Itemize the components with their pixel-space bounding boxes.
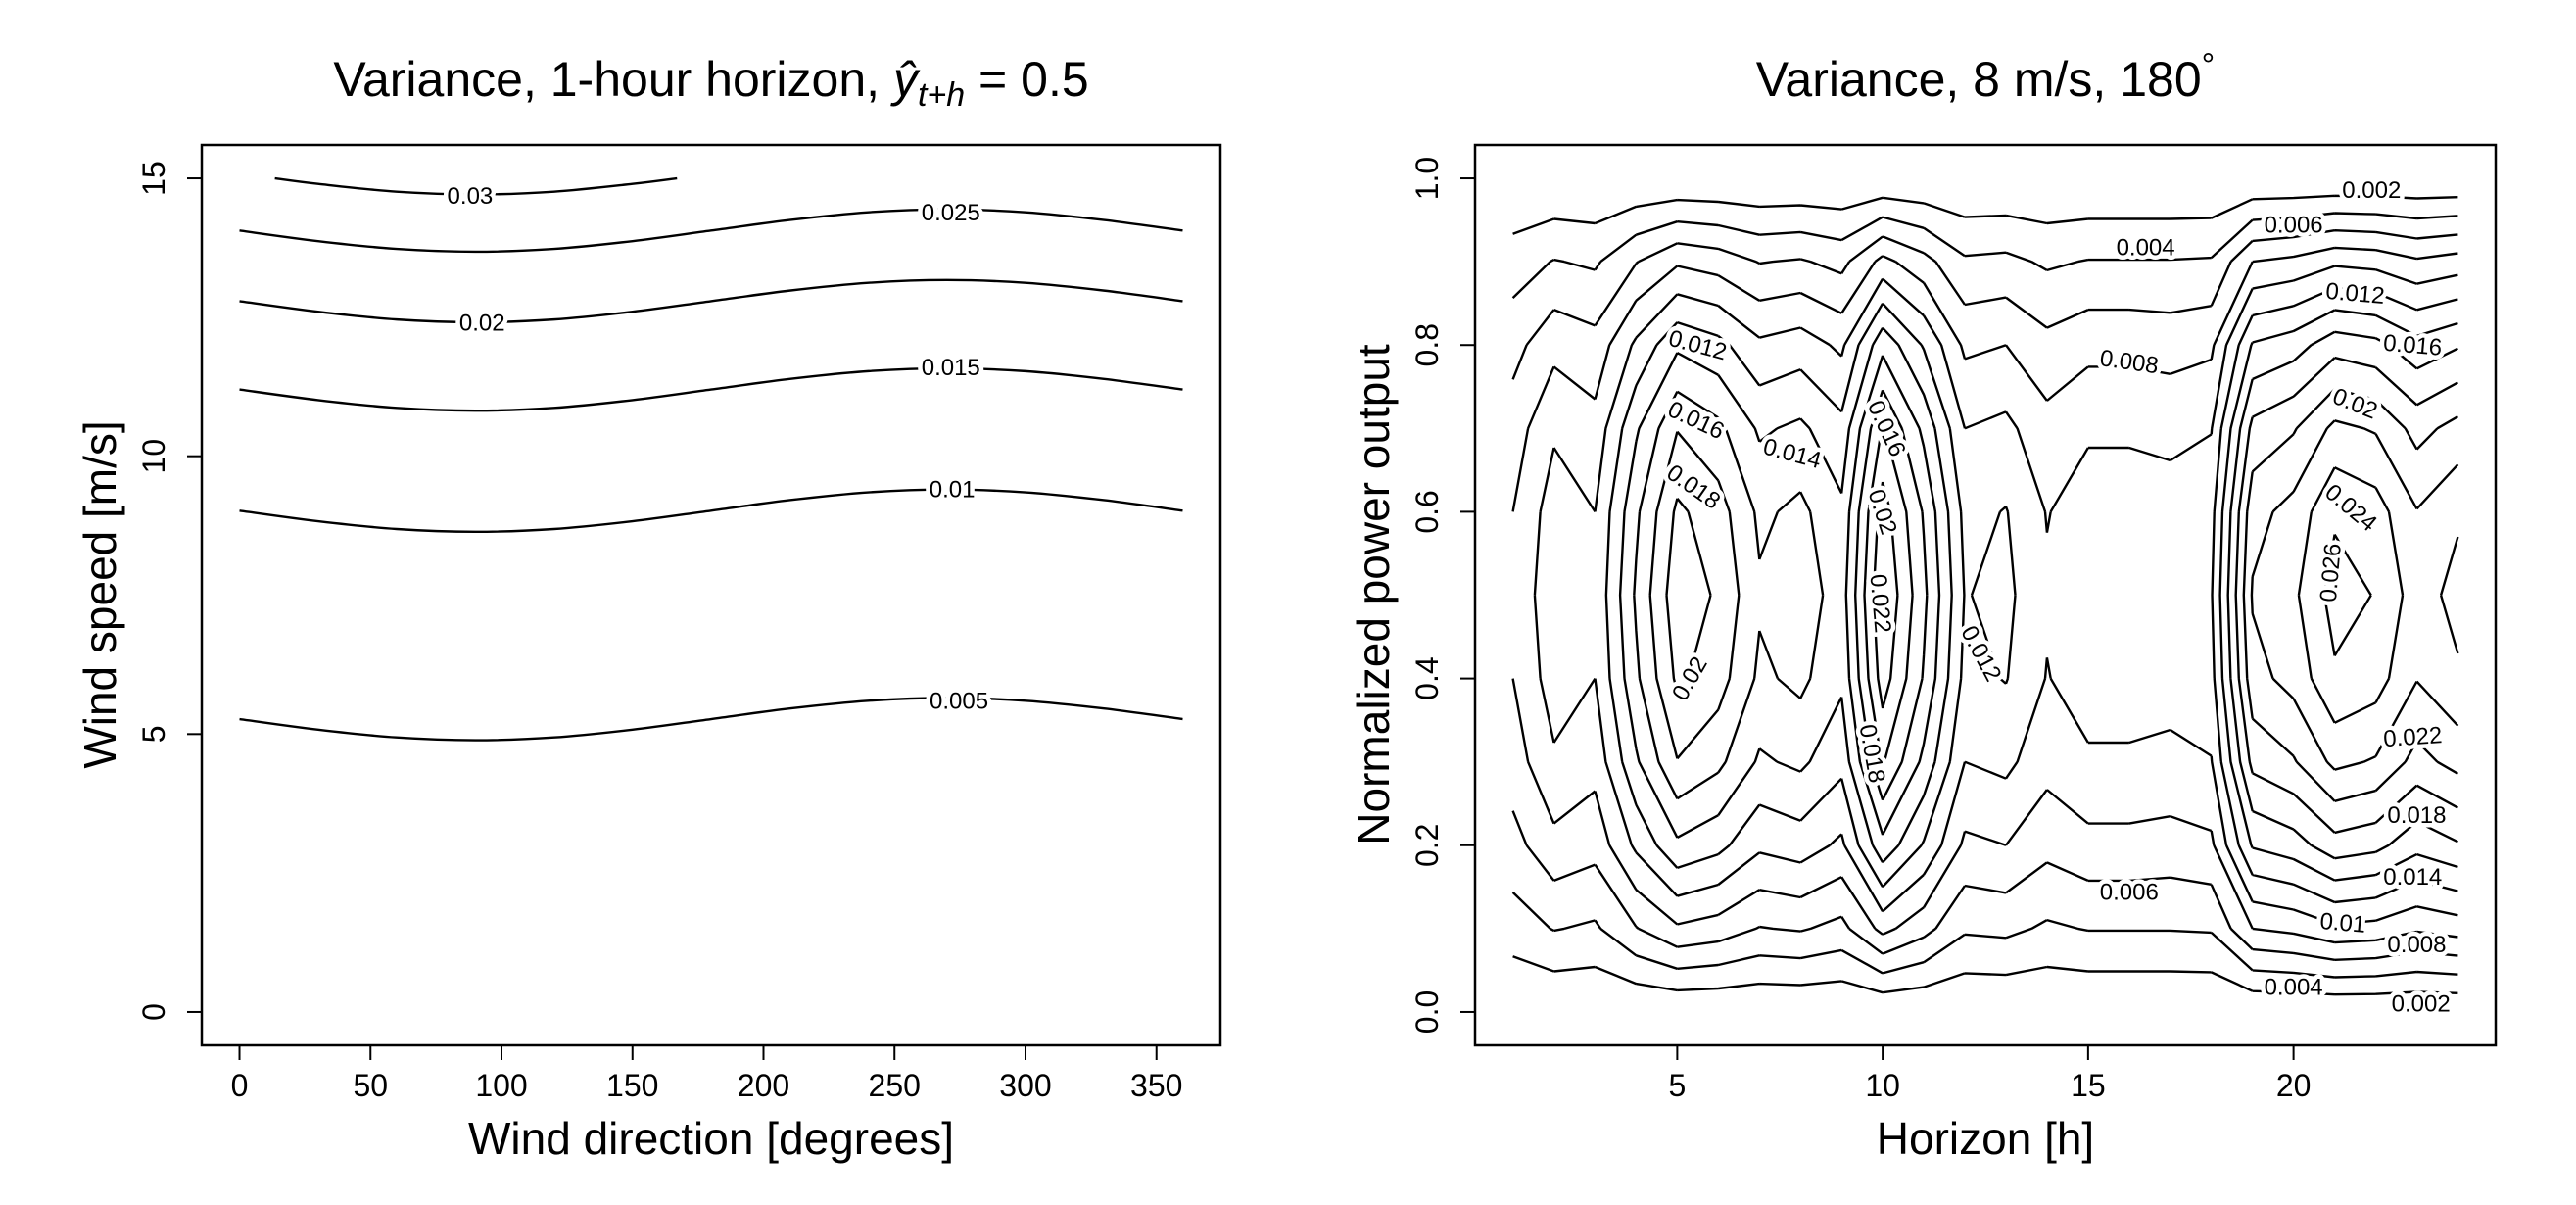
right-y-axis: 0.0 0.2 0.4 0.6 0.8 1.0 — [1409, 157, 1475, 1034]
right-x-tick-label: 5 — [1668, 1068, 1686, 1103]
left-plot-title: Variance, 1-hour horizon, ŷt+h = 0.5 — [333, 52, 1088, 114]
right-title-text: Variance, 8 m/s, 180 — [1756, 52, 2202, 107]
left-x-tick-label: 350 — [1130, 1068, 1182, 1103]
contour-label: 0.015 — [922, 355, 980, 381]
left-x-axis: 0 50 100 150 200 250 300 350 — [231, 1045, 1182, 1103]
left-x-tick-label: 150 — [606, 1068, 658, 1103]
contour-line-0.016 — [1633, 330, 2458, 860]
left-contour-plot: Variance, 1-hour horizon, ŷt+h = 0.5 0.0… — [74, 52, 1222, 1164]
left-x-tick-label: 300 — [999, 1068, 1051, 1103]
right-x-tick-label: 15 — [2071, 1068, 2106, 1103]
contour-label: 0.02 — [459, 311, 505, 337]
contour-label: 0.025 — [922, 200, 980, 226]
right-y-tick-label: 0.8 — [1409, 323, 1445, 366]
contour-label: 0.005 — [930, 688, 988, 714]
contour-label: 0.03 — [448, 183, 494, 210]
left-x-tick-label: 50 — [353, 1068, 388, 1103]
contour-label: 0.008 — [2098, 345, 2160, 379]
right-x-tick-label: 10 — [1865, 1068, 1900, 1103]
contour-line-0.015 — [239, 366, 1183, 412]
left-y-tick-label: 15 — [136, 161, 171, 196]
right-x-axis: 5 10 15 20 — [1668, 1045, 2311, 1103]
left-y-axis: 0 5 10 15 — [136, 161, 202, 1021]
left-x-tick-label: 200 — [738, 1068, 789, 1103]
contour-label: 0.02 — [1667, 652, 1713, 705]
contour-label: 0.008 — [2387, 932, 2446, 958]
right-contour-lines — [1511, 194, 2459, 996]
right-title-degree: ° — [2202, 47, 2216, 84]
contour-label: 0.012 — [2324, 278, 2385, 310]
contour-line-0.004 — [1511, 212, 2458, 979]
contour-label: 0.018 — [2387, 802, 2446, 829]
left-x-tick-label: 0 — [231, 1068, 249, 1103]
contour-label: 0.026 — [2315, 542, 2347, 602]
contour-line-0.024 — [2297, 466, 2459, 724]
right-y-axis-title: Normalized power output — [1348, 344, 1399, 845]
contour-line-0.005 — [239, 697, 1183, 742]
left-title-text: Variance, 1-hour horizon, — [333, 52, 893, 107]
contour-line-0.002 — [1512, 194, 2458, 996]
contour-label: 0.02 — [2329, 383, 2381, 425]
right-y-tick-label: 1.0 — [1409, 157, 1445, 200]
left-y-axis-title: Wind speed [m/s] — [74, 420, 125, 768]
contour-label: 0.022 — [2382, 722, 2443, 752]
contour-label: 0.01 — [930, 477, 976, 504]
contour-line-0.01 — [1533, 265, 2458, 926]
right-contour-plot: Variance, 8 m/s, 180° 0.0020.0060.0040.0… — [1348, 47, 2498, 1164]
contour-label: 0.004 — [2117, 235, 2175, 262]
left-y-tick-label: 5 — [136, 725, 171, 743]
left-x-axis-title: Wind direction [degrees] — [468, 1113, 954, 1164]
contour-line-0.03 — [274, 176, 678, 196]
contour-label: 0.022 — [1864, 573, 1895, 634]
left-plot-frame — [200, 143, 1222, 1047]
left-y-tick-label: 0 — [136, 1003, 171, 1021]
right-y-tick-label: 0.4 — [1409, 656, 1445, 699]
contour-label: 0.012 — [1666, 325, 1730, 366]
right-y-tick-label: 0.2 — [1409, 824, 1445, 867]
right-plot-title: Variance, 8 m/s, 180° — [1756, 47, 2215, 107]
left-title-math-rhs: = 0.5 — [965, 52, 1089, 107]
contour-label: 0.002 — [2342, 177, 2401, 204]
contour-label: 0.004 — [2265, 974, 2323, 1000]
contour-line-0.008 — [1511, 246, 2458, 944]
left-contour-labels: 0.03 0.025 0.02 0.015 0.01 0.005 — [443, 179, 993, 719]
right-x-axis-title: Horizon [h] — [1877, 1113, 2094, 1164]
contour-label: 0.006 — [2265, 213, 2323, 239]
contour-line-0.022 — [1872, 419, 2459, 771]
left-y-tick-label: 10 — [136, 439, 171, 474]
contour-line-0.02 — [1665, 388, 2458, 802]
contour-line-0.025 — [239, 208, 1183, 254]
left-x-tick-label: 250 — [869, 1068, 921, 1103]
contour-label: 0.016 — [2382, 330, 2443, 362]
right-plot-frame — [1473, 143, 2498, 1047]
contour-label: 0.002 — [2392, 990, 2451, 1017]
contour-line-0.018 — [1648, 356, 2458, 835]
left-title-math-sub: t+h — [918, 76, 965, 114]
left-contour-lines — [239, 176, 1183, 742]
contour-label: 0.018 — [1854, 722, 1890, 785]
contour-line-0.02 — [239, 278, 1183, 324]
contour-label: 0.024 — [2319, 479, 2381, 537]
left-x-tick-label: 100 — [475, 1068, 527, 1103]
contour-line-0.012 — [1604, 286, 2458, 904]
right-y-tick-label: 0.0 — [1409, 990, 1445, 1034]
contour-line-0.006 — [1511, 229, 2458, 961]
contour-line-0.01 — [239, 488, 1183, 534]
contour-line-0.014 — [1618, 309, 2458, 882]
right-x-tick-label: 20 — [2276, 1068, 2312, 1103]
contour-label: 0.006 — [2100, 879, 2159, 905]
contour-label: 0.018 — [1662, 459, 1726, 515]
right-y-tick-label: 0.6 — [1409, 490, 1445, 533]
contour-label: 0.01 — [2318, 908, 2366, 939]
contour-label: 0.016 — [1862, 397, 1911, 461]
right-contour-labels: 0.002 0.006 0.004 0.012 0.016 0.008 0.012 0.016… — [1657, 172, 2455, 1022]
left-title-math-var: ŷ — [890, 52, 921, 107]
contour-line-0.026 — [2322, 533, 2372, 657]
contour-label: 0.014 — [2383, 864, 2442, 891]
